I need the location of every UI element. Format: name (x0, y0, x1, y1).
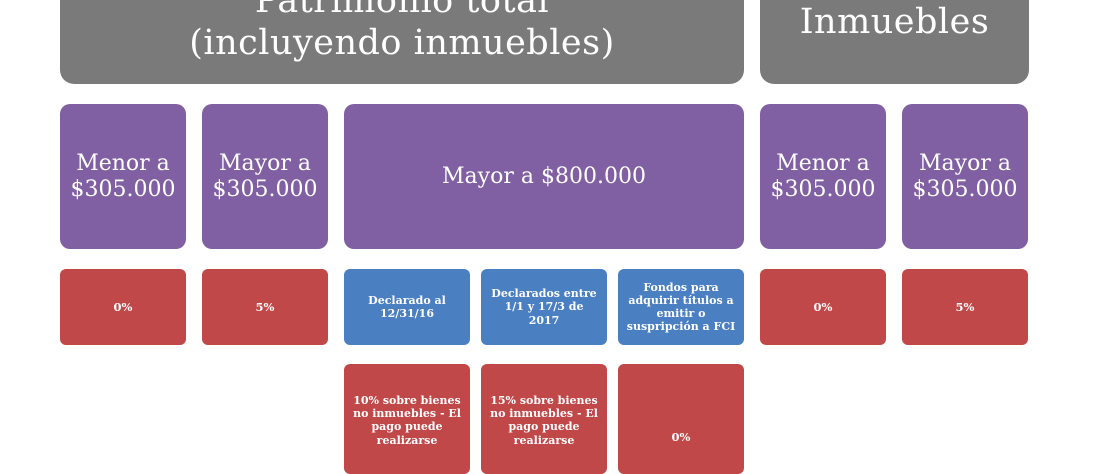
threshold-right-menor-line2: $305.000 (770, 176, 876, 202)
category-declarado-1216: Declarado al 12/31/16 (344, 269, 470, 345)
rate-declarado-1216: 10% sobre bienes no inmuebles - El pago … (344, 364, 470, 474)
rate-left-mayor: 5% (202, 269, 328, 345)
threshold-right-mayor: Mayor a $305.000 (902, 104, 1028, 249)
rate-right-mayor: 5% (902, 269, 1028, 345)
rate-fondos-fci-label: 0% (671, 430, 691, 444)
rate-fondos-fci: 0% (618, 364, 744, 474)
category-fondos-fci-label: Fondos para adquirir títulos a emitir o … (626, 280, 736, 334)
threshold-right-mayor-line1: Mayor a (919, 150, 1011, 176)
category-declarados-2017: Declarados entre 1/1 y 17/3 de 2017 (481, 269, 607, 345)
header-total-line2: (incluyendo inmuebles) (189, 23, 615, 63)
category-declarado-1216-label: Declarado al 12/31/16 (368, 293, 446, 320)
rate-right-menor: 0% (760, 269, 886, 345)
rate-right-mayor-label: 5% (955, 300, 975, 314)
rate-right-menor-label: 0% (813, 300, 833, 314)
category-declarados-2017-label: Declarados entre 1/1 y 17/3 de 2017 (491, 287, 597, 327)
header-total-assets: Patrimonio total (incluyendo inmuebles) (60, 0, 744, 84)
header-total-line1: Patrimonio total (254, 0, 550, 21)
threshold-left-menor: Menor a $305.000 (60, 104, 186, 249)
threshold-left-mayor: Mayor a $305.000 (202, 104, 328, 249)
threshold-left-menor-line1: Menor a (76, 150, 170, 176)
header-real-estate: Inmuebles (760, 0, 1029, 84)
threshold-left-menor-line2: $305.000 (70, 176, 176, 202)
threshold-mayor-800: Mayor a $800.000 (344, 104, 744, 249)
threshold-right-menor: Menor a $305.000 (760, 104, 886, 249)
rate-declarados-2017-label: 15% sobre bienes no inmuebles - El pago … (490, 394, 598, 447)
threshold-right-mayor-line2: $305.000 (912, 176, 1018, 202)
rate-left-menor-label: 0% (113, 300, 133, 314)
threshold-mayor-800-label: Mayor a $800.000 (442, 164, 646, 189)
category-fondos-fci: Fondos para adquirir títulos a emitir o … (618, 269, 744, 345)
threshold-left-mayor-line1: Mayor a (219, 150, 311, 176)
threshold-right-menor-line1: Menor a (776, 150, 870, 176)
threshold-left-mayor-line2: $305.000 (212, 176, 318, 202)
rate-declarados-2017: 15% sobre bienes no inmuebles - El pago … (481, 364, 607, 474)
header-real-estate-label: Inmuebles (799, 2, 990, 42)
rate-left-mayor-label: 5% (255, 300, 275, 314)
rate-left-menor: 0% (60, 269, 186, 345)
rate-declarado-1216-label: 10% sobre bienes no inmuebles - El pago … (353, 394, 461, 447)
